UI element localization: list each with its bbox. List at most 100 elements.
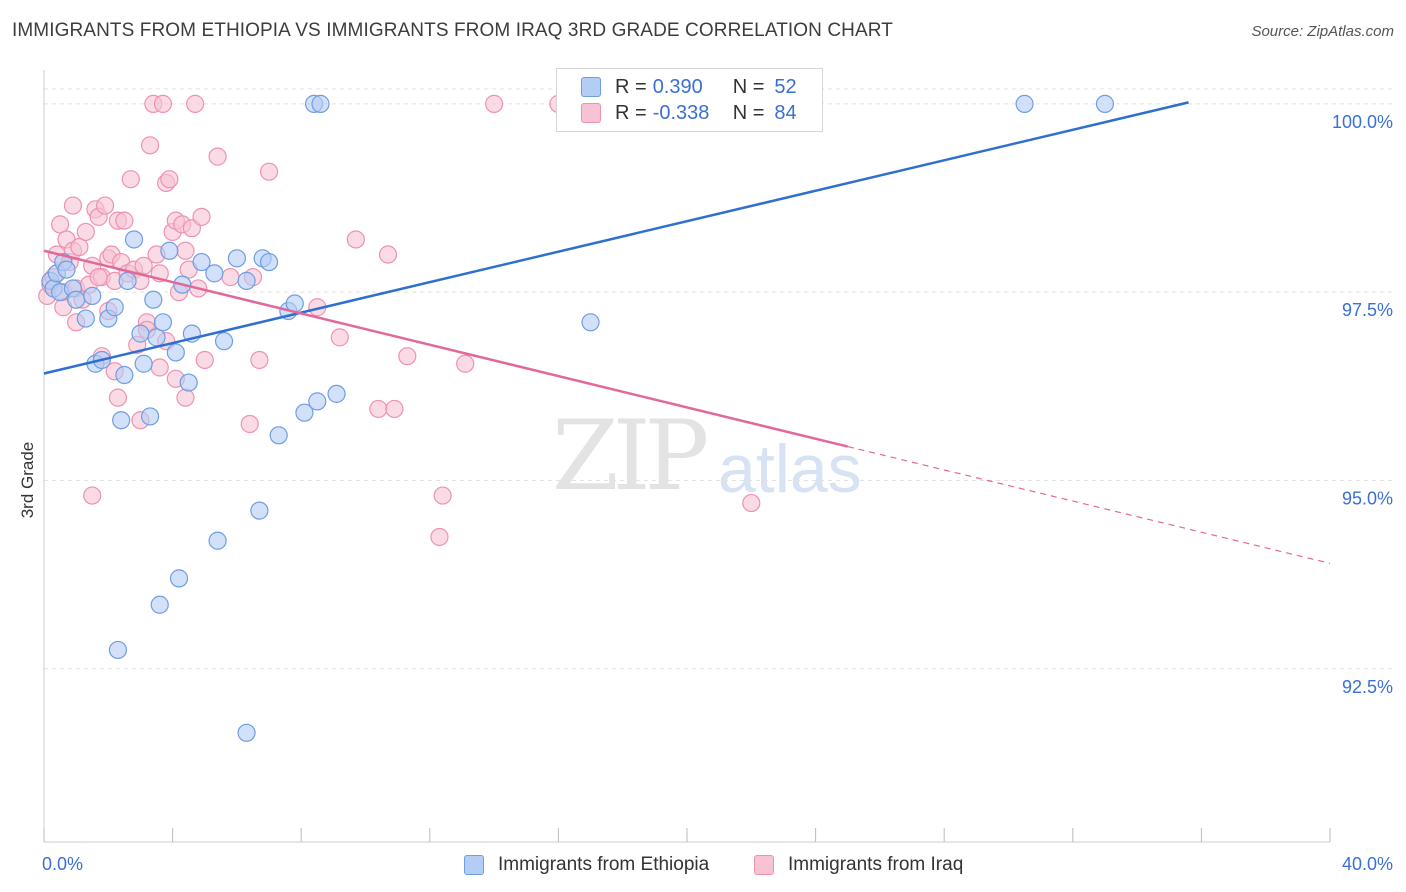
iraq-point [76, 222, 95, 242]
iraq-point [369, 399, 388, 419]
ethiopia-point [140, 407, 160, 426]
legend-n-label: N = [732, 75, 765, 98]
iraq-point [50, 215, 70, 234]
iraq-point [70, 237, 89, 257]
ethiopia-point [259, 252, 279, 272]
ethiopia-point [105, 298, 124, 317]
iraq-point [430, 527, 449, 547]
ethiopia-point [308, 392, 327, 411]
ethiopia-point [1095, 94, 1115, 113]
y-tick-label: 95.0% [1342, 488, 1393, 508]
iraq-point [485, 94, 504, 113]
ethiopia-point [208, 531, 227, 550]
iraq-point [176, 388, 195, 407]
legend-r-label: R = [615, 101, 647, 124]
iraq-point [385, 399, 404, 419]
ethiopia-swatch [581, 77, 601, 97]
legend-n-value: 84 [774, 101, 797, 124]
iraq-point [108, 388, 128, 407]
y-tick-label: 97.5% [1342, 300, 1393, 320]
ethiopia-point [150, 595, 169, 614]
bottom-legend-iraq[interactable]: Immigrants from Iraq [754, 852, 963, 878]
ethiopia-point [124, 230, 144, 249]
chart-title: IMMIGRANTS FROM ETHIOPIA VS IMMIGRANTS F… [12, 20, 893, 41]
source-label: Source: ZipAtlas.com [1251, 23, 1394, 40]
ethiopia-point [147, 328, 166, 347]
ethiopia-point [160, 241, 179, 260]
y-tick-label: 100.0% [1332, 112, 1393, 132]
ethiopia-point [269, 426, 288, 445]
iraq-point [398, 347, 417, 366]
iraq-point [456, 354, 475, 373]
ethiopia-legend-label: Immigrants from Ethiopia [498, 854, 710, 875]
iraq-point [259, 162, 279, 181]
ethiopia-point [1015, 94, 1034, 113]
ethiopia-legend-swatch [464, 855, 484, 875]
legend-row-ethiopia: R = 0.390 N = 52 [581, 74, 797, 100]
ethiopia-point [144, 290, 163, 309]
ethiopia-point [134, 354, 153, 373]
x-tick-label: 0.0% [42, 854, 83, 874]
ethiopia-point [166, 343, 185, 362]
iraq-point [150, 358, 169, 377]
iraq-point [153, 94, 173, 113]
ethiopia-point [118, 271, 137, 290]
ethiopia-point [57, 260, 76, 279]
iraq-point [186, 94, 205, 113]
correlation-legend: R = 0.390 N = 52 R = -0.338 N = 84 [556, 68, 823, 132]
iraq-legend-label: Immigrants from Iraq [788, 854, 964, 875]
iraq-point [221, 268, 240, 287]
iraq-legend-swatch [754, 855, 774, 875]
ethiopia-point [237, 723, 256, 742]
iraq-point [83, 486, 102, 505]
ethiopia-point [295, 403, 314, 422]
iraq-point [250, 350, 269, 370]
legend-row-iraq: R = -0.338 N = 84 [581, 100, 797, 126]
iraq-trend-extension [847, 446, 1331, 564]
ethiopia-point [311, 94, 330, 113]
iraq-point [63, 196, 83, 215]
ethiopia-point [237, 271, 256, 290]
ethiopia-point [115, 365, 134, 385]
ethiopia-point [67, 290, 86, 309]
legend-n-value: 52 [774, 75, 797, 98]
ethiopia-point [192, 252, 211, 272]
iraq-point [742, 493, 761, 513]
ethiopia-trend-line [43, 101, 1189, 375]
ethiopia-point [108, 640, 128, 660]
iraq-point [95, 196, 115, 215]
iraq-point [240, 414, 259, 434]
iraq-point [115, 211, 134, 230]
iraq-point [176, 241, 195, 260]
ethiopia-point [112, 411, 131, 430]
iraq-point [378, 245, 398, 264]
bottom-legend-ethiopia[interactable]: Immigrants from Ethiopia [464, 852, 709, 878]
ethiopia-point [179, 373, 198, 392]
watermark-zip: ZIP [552, 400, 709, 512]
legend-r-value: -0.338 [652, 101, 710, 124]
iraq-point [140, 136, 160, 155]
iraq-swatch [581, 103, 601, 123]
ethiopia-point [214, 332, 234, 351]
y-tick-label: 92.5% [1342, 677, 1393, 697]
iraq-point [433, 486, 452, 505]
iraq-point [160, 170, 179, 189]
ethiopia-point [227, 249, 246, 268]
ethiopia-point [581, 313, 600, 332]
legend-r-label: R = [615, 75, 647, 98]
ethiopia-point [131, 324, 150, 343]
legend-r-value: 0.390 [652, 75, 703, 98]
iraq-point [208, 147, 227, 166]
iraq-point [330, 328, 349, 347]
ethiopia-point [327, 384, 346, 403]
ethiopia-point [250, 501, 269, 520]
ethiopia-point [83, 286, 102, 306]
iraq-point [121, 170, 140, 189]
iraq-point [195, 350, 214, 370]
x-tick-label: 40.0% [1342, 854, 1393, 874]
iraq-point [89, 268, 108, 287]
ethiopia-point [153, 313, 173, 332]
ethiopia-point [76, 309, 95, 328]
iraq-trend-line [43, 249, 849, 448]
